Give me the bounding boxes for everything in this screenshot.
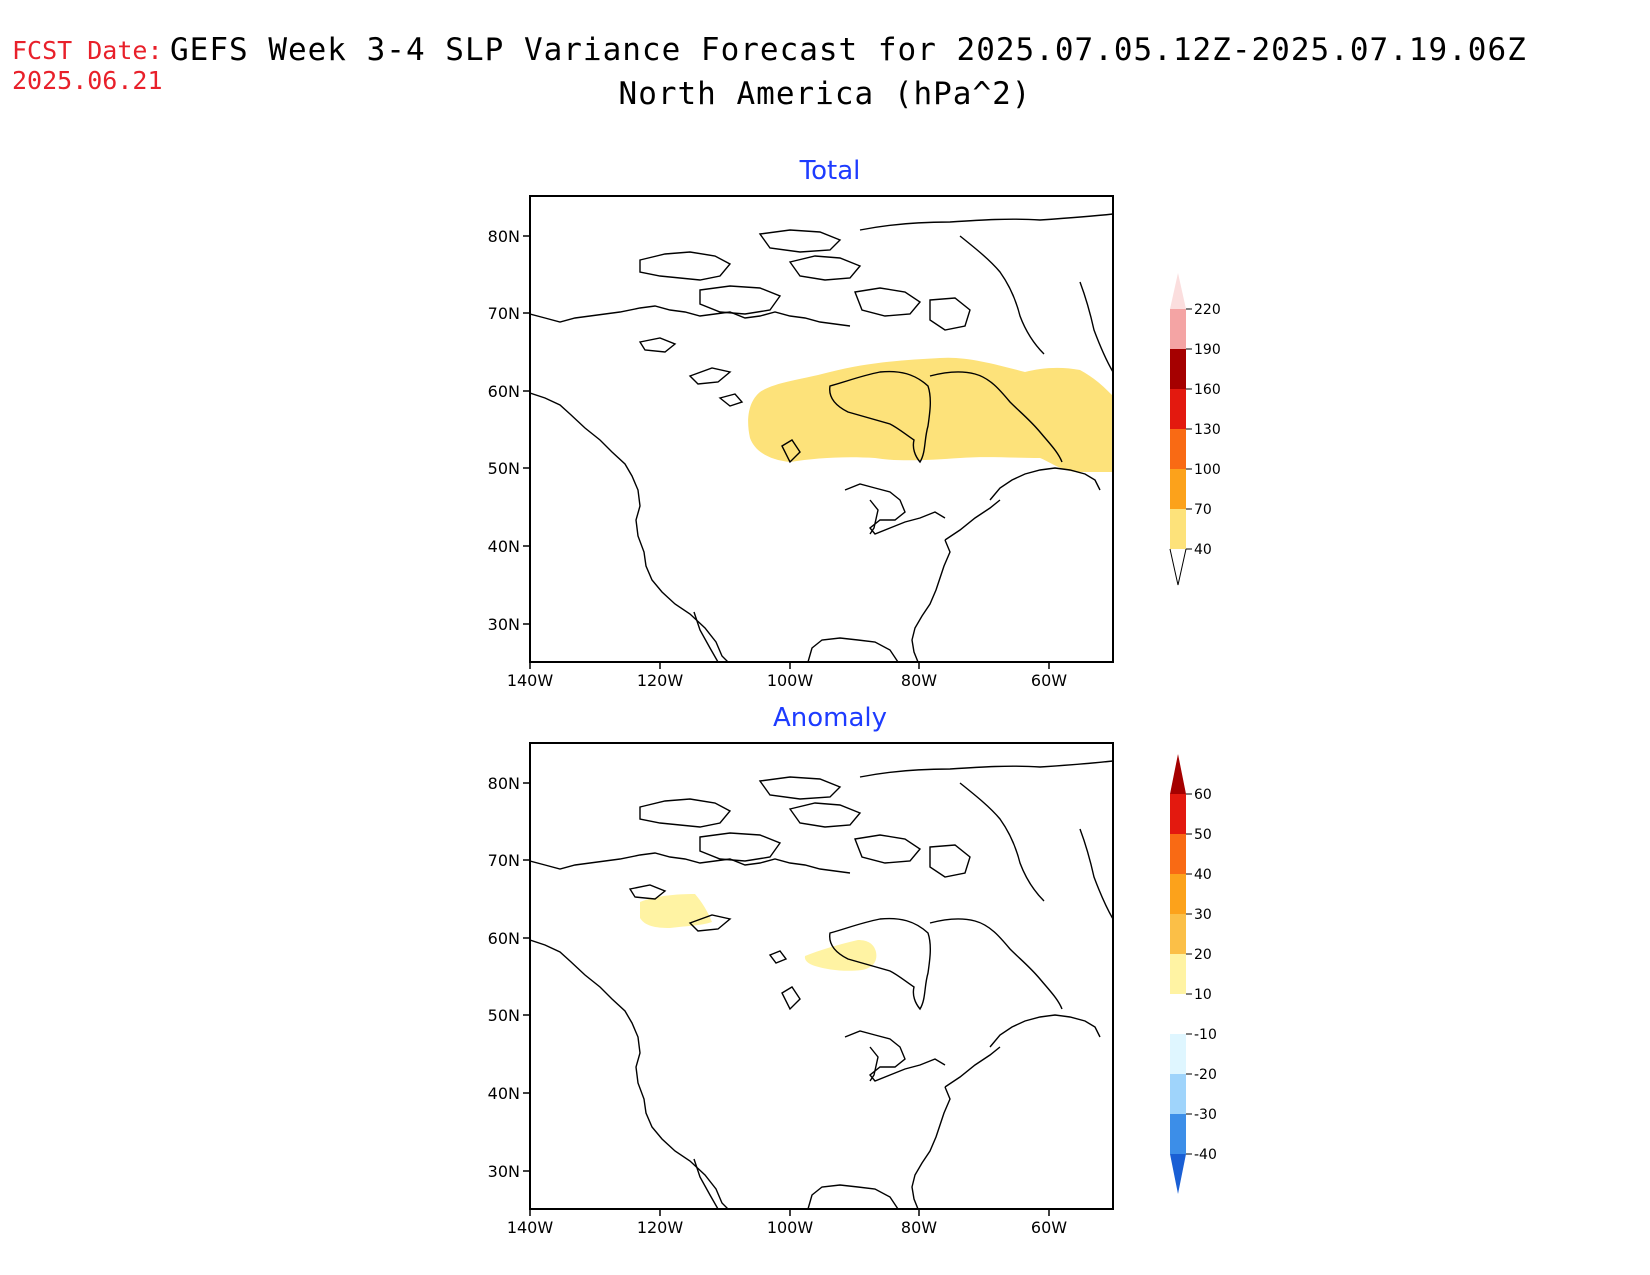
colorbar-label: 130 [1194,422,1221,438]
x-tick-label: 60W [1031,671,1067,690]
anomaly-map-panel: Anomaly [488,703,1217,1237]
anomaly-panel-title: Anomaly [773,703,887,733]
colorbar-label: 10 [1194,987,1212,1003]
colorbar-top-triangle [1170,273,1186,309]
fcst-date-label: FCST Date: [12,36,163,65]
y-tick-label: 60N [488,382,520,401]
colorbar-top-triangle [1170,754,1186,794]
y-tick-label: 70N [488,304,520,323]
y-tick-label: 40N [488,1084,520,1103]
colorbar-label: 50 [1194,827,1212,843]
x-tick-label: 120W [637,671,684,690]
x-tick-label: 60W [1031,1218,1067,1237]
x-tick-label: 120W [637,1218,684,1237]
colorbar-label: 220 [1194,302,1221,318]
anomaly-y-tick-labels: 30N 40N 50N 60N 70N 80N [488,774,520,1181]
total-map-panel: Total [488,156,1221,690]
colorbar-bottom-triangle [1169,548,1187,586]
anomaly-map-frame [529,742,1114,1210]
colorbar-segment [1170,994,1186,1034]
x-tick-label: 140W [507,671,554,690]
x-tick-label: 80W [901,1218,937,1237]
total-panel-title: Total [799,156,861,186]
colorbar-segment [1170,309,1186,349]
y-tick-label: 60N [488,929,520,948]
total-shaded-region [748,357,1113,472]
colorbar-segment [1170,469,1186,509]
colorbar-segment [1170,914,1186,954]
total-coastlines [530,213,1113,662]
colorbar-segment [1170,389,1186,429]
colorbar-label: 60 [1194,787,1212,803]
total-axis-ticks [523,235,1050,669]
colorbar-label: 160 [1194,382,1221,398]
x-tick-label: 80W [901,671,937,690]
colorbar-label: 190 [1194,342,1221,358]
colorbar-label: -20 [1194,1067,1217,1083]
anomaly-axis-ticks [523,782,1050,1216]
colorbar-label: -30 [1194,1107,1217,1123]
total-y-tick-labels: 30N 40N 50N 60N 70N 80N [488,227,520,634]
colorbar-label: 100 [1194,462,1221,478]
anomaly-x-tick-labels: 140W 120W 100W 80W 60W [507,1218,1067,1237]
y-tick-label: 80N [488,774,520,793]
x-tick-label: 100W [767,671,814,690]
colorbar-label: 40 [1194,867,1212,883]
main-title: GEFS Week 3-4 SLP Variance Forecast for … [170,32,1527,68]
anomaly-map-area [530,743,1113,1209]
total-colorbar: 40 70 100 130 160 190 220 [1169,273,1221,586]
colorbar-segment [1170,954,1186,994]
colorbar-segment [1170,349,1186,389]
colorbar-segment [1170,794,1186,834]
y-tick-label: 30N [488,1162,520,1181]
anomaly-coastlines [530,760,1113,1209]
y-tick-label: 80N [488,227,520,246]
x-tick-label: 100W [767,1218,814,1237]
colorbar-label: 30 [1194,907,1212,923]
total-map-frame [529,195,1114,663]
y-tick-label: 30N [488,615,520,634]
anomaly-colorbar: 60 50 40 30 20 10 -10 -20 -30 -40 [1170,754,1217,1194]
colorbar-label: 20 [1194,947,1212,963]
colorbar-segment [1170,1114,1186,1154]
total-map-area [530,196,1113,662]
colorbar-label: 40 [1194,542,1212,558]
colorbar-segment [1170,874,1186,914]
total-x-tick-labels: 140W 120W 100W 80W 60W [507,671,1067,690]
x-tick-label: 140W [507,1218,554,1237]
y-tick-label: 40N [488,537,520,556]
colorbar-segment [1170,429,1186,469]
colorbar-label: -40 [1194,1147,1217,1163]
colorbar-label: 70 [1194,502,1212,518]
colorbar-segment [1170,1034,1186,1074]
colorbar-label: -10 [1194,1027,1217,1043]
colorbar-bottom-triangle [1170,1154,1186,1194]
y-tick-label: 50N [488,459,520,478]
y-tick-label: 50N [488,1006,520,1025]
anomaly-shaded-region-yukon [640,894,712,928]
colorbar-segment [1170,834,1186,874]
fcst-date-value: 2025.06.21 [12,66,163,95]
main-subtitle: North America (hPa^2) [618,76,1032,112]
y-tick-label: 70N [488,851,520,870]
colorbar-segment [1170,509,1186,549]
colorbar-segment [1170,1074,1186,1114]
